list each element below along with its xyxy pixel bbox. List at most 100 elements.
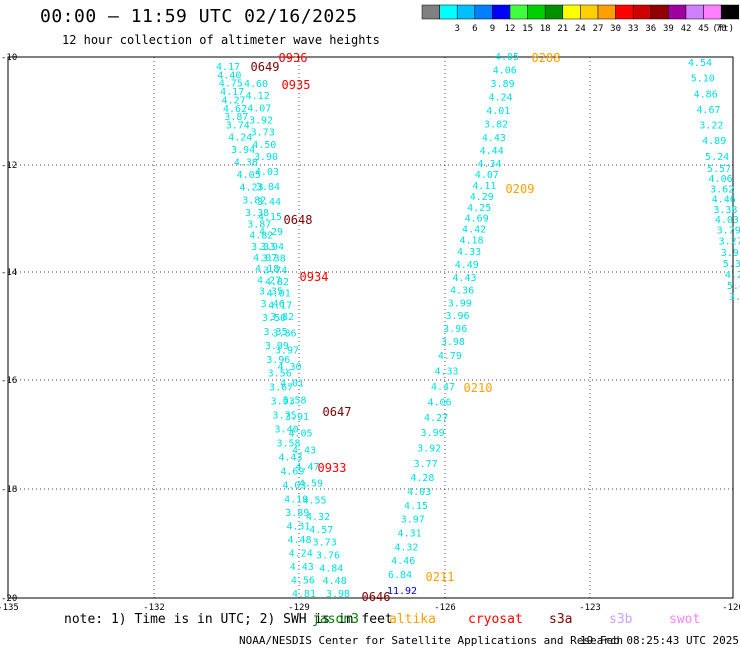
swh-value: 4.32 (306, 512, 330, 523)
swh-value: 3.94 (231, 145, 255, 156)
pass-time-label: 0211 (426, 570, 455, 584)
pass-time-label: 0935 (282, 78, 311, 92)
colorbar-tick-label: 3 (454, 24, 459, 34)
colorbar-tick-label: 12 (505, 24, 516, 34)
pass-time-label: 0936 (279, 51, 308, 65)
swh-value: 3.87 (224, 112, 248, 123)
swh-value: 4.43 (452, 273, 476, 284)
swh-value: 4.75 (219, 79, 243, 90)
swh-value: 3.99 (265, 341, 289, 352)
swh-value: 4.48 (323, 576, 347, 587)
swh-value: 4.07 (253, 253, 277, 264)
swh-value: 3.38 (245, 208, 269, 219)
footer-timestamp: 19 Feb 08:25:43 UTC 2025 (580, 634, 739, 647)
swh-value: 3.91 (285, 412, 309, 423)
swh-value: 3.58 (276, 439, 300, 450)
swh-value: 4.62 (223, 104, 247, 115)
swh-value: 4.49 (455, 260, 479, 271)
swh-value: 3.86 (272, 329, 296, 340)
pass-time-label: 0646 (362, 590, 391, 604)
swh-value: 3.27 (719, 237, 740, 248)
swh-value: 4.56 (291, 576, 315, 587)
colorbar-tick-label: 6 (472, 24, 477, 34)
swh-value: 4.24 (228, 133, 252, 144)
swh-value: 4.44 (480, 146, 504, 157)
swh-value: 5.10 (691, 74, 715, 85)
swh-value: 4.29 (259, 227, 283, 238)
legend-swot: swot (669, 612, 701, 627)
swh-value: 11.92 (387, 586, 417, 597)
swh-value: 4.17 (220, 87, 244, 98)
swh-value: 5.24 (705, 152, 729, 163)
swh-value: 5.40 (727, 281, 740, 292)
swh-value: 4.12 (246, 91, 270, 102)
swh-value: 4.57 (309, 525, 333, 536)
lat-tick-label: -10 (1, 53, 17, 63)
lat-tick-label: -16 (1, 376, 17, 386)
swh-value: 4.01 (267, 289, 291, 300)
swh-value: 3.73 (313, 538, 337, 549)
lat-tick-label: -18 (1, 485, 17, 495)
colorbar-tick-label: 9 (490, 24, 495, 34)
colorbar-legend: 3 6 9 12 15 18 21 24 27 30 33 36 39 42 45 70(ft) (421, 4, 740, 34)
pass-time-label: 0648 (284, 213, 313, 227)
swh-value: 3.94 (260, 242, 284, 253)
lon-tick-label: -120 (722, 603, 740, 613)
swh-value: 4.40 (217, 70, 241, 81)
pass-time-label: 0934 (300, 270, 329, 284)
swh-value: 4.46 (712, 195, 736, 206)
swh-value: 4.15 (258, 212, 282, 223)
lat-tick-label: -20 (1, 594, 17, 604)
swh-value: 4.60 (244, 79, 268, 90)
lon-tick-label: -129 (288, 603, 310, 613)
swh-value: 4.55 (302, 495, 326, 506)
footer-credit: NOAA/NESDIS Center for Satellite Applica… (239, 634, 624, 647)
swh-value: 4.06 (709, 174, 733, 185)
swh-value: 4.47 (295, 462, 319, 473)
swh-value: 3.91 (721, 248, 740, 259)
swh-value: 4.27 (725, 270, 740, 281)
swh-value: 4.30 (277, 362, 301, 373)
swh-value: 3.22 (699, 121, 723, 132)
swh-value: 3.82 (484, 119, 508, 130)
swh-value: 4.36 (450, 286, 474, 297)
legend-s3b: s3b (609, 612, 633, 627)
colorbar-tick-label: 21 (557, 24, 568, 34)
swh-value: 4.59 (299, 479, 323, 490)
swh-value: 3.87 (247, 219, 271, 230)
swh-value: 3.40 (275, 425, 299, 436)
lon-tick-label: -123 (579, 603, 601, 613)
colorbar-tick-label: 33 (628, 24, 639, 34)
swh-value: 4.28 (410, 473, 434, 484)
pass-time-label: 0649 (251, 60, 280, 74)
swh-value: 3.77 (414, 459, 438, 470)
swh-value: 4.43 (482, 133, 506, 144)
swh-value: 3.50 (262, 313, 286, 324)
swh-value: 4.33 (457, 247, 481, 258)
swh-value: 3.74 (226, 121, 250, 132)
legend-cryosat: cryosat (468, 612, 523, 627)
swh-value: 4.07 (475, 170, 499, 181)
swh-value: 4.27 (424, 413, 448, 424)
swh-value: 3.96 (266, 355, 290, 366)
swh-value: 4.23 (239, 183, 263, 194)
swh-value: 4.31 (398, 529, 422, 540)
swh-value: 5.32 (723, 259, 740, 270)
swh-value: 4.89 (702, 136, 726, 147)
swh-value: 3.89 (491, 79, 515, 90)
swh-value: 3.76 (316, 551, 340, 562)
swh-value: 4.43 (290, 562, 314, 573)
swh-value: 3.89 (285, 508, 309, 519)
legend-altika: altika (389, 612, 436, 627)
swh-value: 4.43 (292, 445, 316, 456)
swh-value: 4.27 (222, 96, 246, 107)
pass-time-label: 0933 (318, 461, 347, 475)
swh-value: 4.05 (288, 429, 312, 440)
swh-value: 4.25 (467, 203, 491, 214)
lon-tick-label: -132 (143, 603, 165, 613)
swh-value: 4.24 (289, 548, 313, 559)
swh-value: 4.67 (696, 105, 720, 116)
swh-value: 3.33 (251, 242, 275, 253)
chart-subtitle: 12 hour collection of altimeter wave hei… (62, 33, 380, 47)
